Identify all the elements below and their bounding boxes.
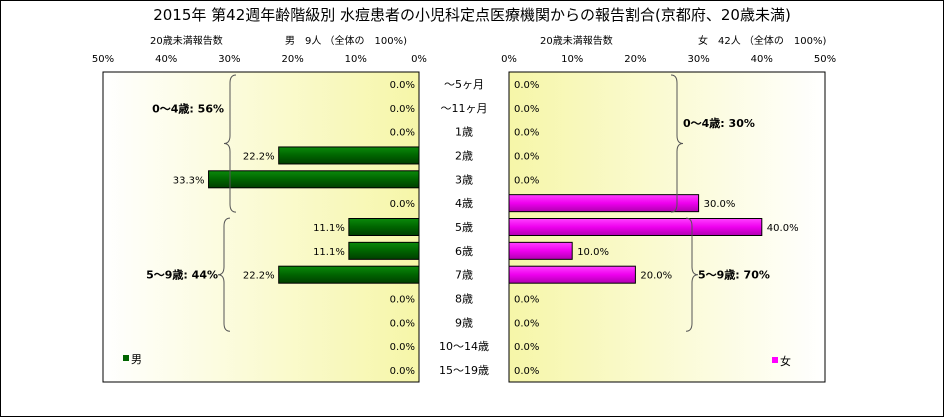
female-tick-label: 10% bbox=[561, 54, 583, 65]
category-label: 10～14歳 bbox=[439, 340, 489, 353]
category-label: 4歳 bbox=[455, 197, 473, 210]
female-group-label: 0～4歳: 30% bbox=[683, 116, 755, 130]
category-label: ～5ヶ月 bbox=[444, 78, 484, 91]
female-tick-label: 0% bbox=[501, 54, 517, 65]
category-label: 7歳 bbox=[455, 269, 473, 282]
female-data-label: 0.0% bbox=[514, 128, 539, 139]
female-data-label: 0.0% bbox=[514, 104, 539, 115]
female-group-label: 5～9歳: 70% bbox=[698, 268, 770, 282]
male-data-label: 0.0% bbox=[390, 80, 415, 91]
category-label: ～11ヶ月 bbox=[441, 102, 488, 115]
male-group-label: 0～4歳: 56% bbox=[152, 102, 224, 116]
female-bar bbox=[508, 194, 700, 213]
female-group-brace bbox=[685, 217, 699, 332]
male-tick-label: 40% bbox=[155, 54, 177, 65]
male-group-label: 5～9歳: 44% bbox=[146, 268, 218, 282]
male-bar bbox=[208, 170, 420, 189]
female-data-label: 30.0% bbox=[704, 199, 736, 210]
female-tick-label: 30% bbox=[687, 54, 709, 65]
chart-marks: 50% 40% 30% 20% 10% 0% 0% 10% 20% 30% 40% 50% ～5ヶ月 0.… bbox=[92, 54, 836, 377]
male-data-label: 0.0% bbox=[390, 199, 415, 210]
male-data-label: 22.2% bbox=[243, 151, 275, 162]
female-group-brace bbox=[670, 74, 684, 213]
male-group-brace bbox=[223, 74, 237, 213]
male-data-label: 0.0% bbox=[390, 366, 415, 377]
female-data-label: 0.0% bbox=[514, 151, 539, 162]
male-tick-label: 20% bbox=[281, 54, 303, 65]
category-label: 15～19歳 bbox=[439, 364, 489, 377]
female-data-label: 20.0% bbox=[640, 271, 672, 282]
female-data-label: 40.0% bbox=[767, 223, 799, 234]
female-legend-swatch bbox=[772, 357, 778, 363]
category-label: 8歳 bbox=[455, 293, 473, 306]
male-data-label: 0.0% bbox=[390, 295, 415, 306]
male-data-label: 0.0% bbox=[390, 128, 415, 139]
male-tick-label: 50% bbox=[92, 54, 114, 65]
female-axis-caption: 20歳未満報告数 bbox=[540, 34, 613, 47]
male-tick-label: 0% bbox=[411, 54, 427, 65]
male-group-brace bbox=[217, 217, 231, 332]
male-tick-label: 30% bbox=[218, 54, 240, 65]
male-header: 男 9人 （全体の 100%) bbox=[285, 34, 407, 47]
category-label: 5歳 bbox=[455, 221, 473, 234]
female-legend-label: 女 bbox=[780, 354, 791, 368]
female-data-label: 0.0% bbox=[514, 318, 539, 329]
male-legend-swatch bbox=[123, 355, 129, 361]
female-tick-label: 50% bbox=[814, 54, 836, 65]
male-data-label: 11.1% bbox=[313, 223, 345, 234]
female-data-label: 0.0% bbox=[514, 80, 539, 91]
female-bar bbox=[508, 218, 763, 236]
female-data-label: 0.0% bbox=[514, 295, 539, 306]
male-bar bbox=[348, 241, 420, 260]
female-data-label: 0.0% bbox=[514, 366, 539, 377]
category-label: 1歳 bbox=[455, 126, 473, 139]
male-data-label: 0.0% bbox=[390, 104, 415, 115]
category-label: 2歳 bbox=[455, 149, 473, 162]
male-data-label: 11.1% bbox=[313, 247, 345, 258]
male-data-label: 0.0% bbox=[390, 342, 415, 353]
female-data-label: 0.0% bbox=[514, 342, 539, 353]
female-data-label: 10.0% bbox=[577, 247, 609, 258]
female-bar bbox=[508, 241, 573, 260]
male-data-label: 0.0% bbox=[390, 318, 415, 329]
female-data-label: 0.0% bbox=[514, 175, 539, 186]
category-label: 3歳 bbox=[455, 173, 473, 186]
female-tick-label: 40% bbox=[751, 54, 773, 65]
male-bar bbox=[278, 146, 420, 165]
chart-title: 2015年 第42週年齢階級別 水痘患者の小児科定点医療機関からの報告割合(京都… bbox=[153, 6, 791, 24]
female-bar bbox=[508, 265, 636, 284]
male-legend-label: 男 bbox=[131, 353, 142, 366]
male-axis-caption: 20歳未満報告数 bbox=[150, 34, 223, 47]
male-data-label: 22.2% bbox=[243, 271, 275, 282]
male-data-label: 33.3% bbox=[173, 175, 205, 186]
male-tick-label: 10% bbox=[345, 54, 367, 65]
category-label: 9歳 bbox=[455, 316, 473, 329]
female-tick-label: 20% bbox=[624, 54, 646, 65]
male-bar bbox=[348, 218, 420, 236]
female-header: 女 42人 （全体の 100%) bbox=[698, 34, 826, 47]
male-bar bbox=[278, 265, 420, 284]
category-label: 6歳 bbox=[455, 245, 473, 258]
